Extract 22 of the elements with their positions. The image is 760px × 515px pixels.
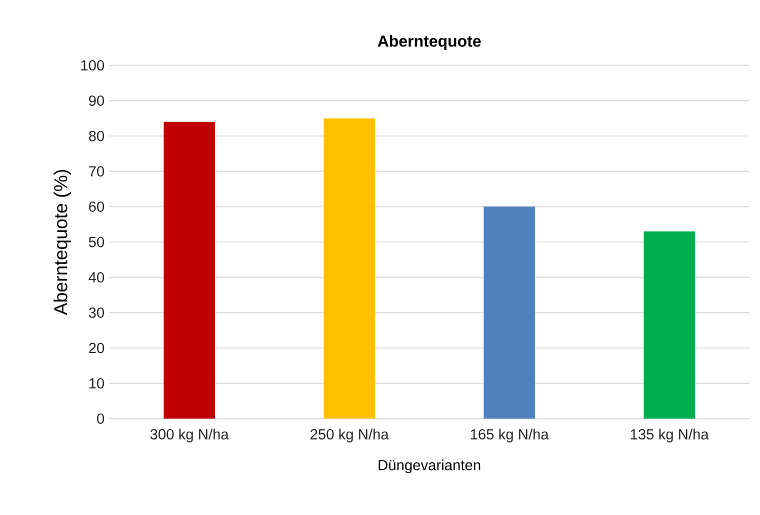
y-tick-label: 90: [89, 96, 104, 106]
bar: [164, 122, 215, 419]
y-axis-title: Aberntequote (%): [54, 170, 71, 316]
y-tick-label: 80: [88, 130, 104, 142]
chart-title: Aberntequote: [378, 35, 481, 50]
y-tick-label: 50: [88, 236, 104, 248]
x-tick-label: 300 kg N/ha: [150, 428, 229, 443]
x-tick-label: 250 kg N/ha: [310, 428, 389, 443]
bar: [644, 232, 695, 419]
x-tick-label: 165 kg N/ha: [470, 428, 549, 443]
y-tick-label: 20: [89, 342, 104, 354]
bar: [484, 206, 535, 419]
x-axis-title: Düngevarianten: [378, 460, 480, 474]
y-tick-label: 30: [88, 308, 104, 318]
y-tick-label: 100: [81, 60, 104, 71]
bar: [324, 118, 375, 419]
y-tick-label: 40: [88, 272, 104, 283]
y-tick-label: 70: [89, 166, 104, 177]
y-tick-label: 10: [89, 378, 104, 389]
y-tick-label: 0: [97, 414, 104, 424]
y-tick-label: 60: [89, 202, 104, 212]
x-tick-label: 135 kg N/ha: [630, 428, 709, 443]
